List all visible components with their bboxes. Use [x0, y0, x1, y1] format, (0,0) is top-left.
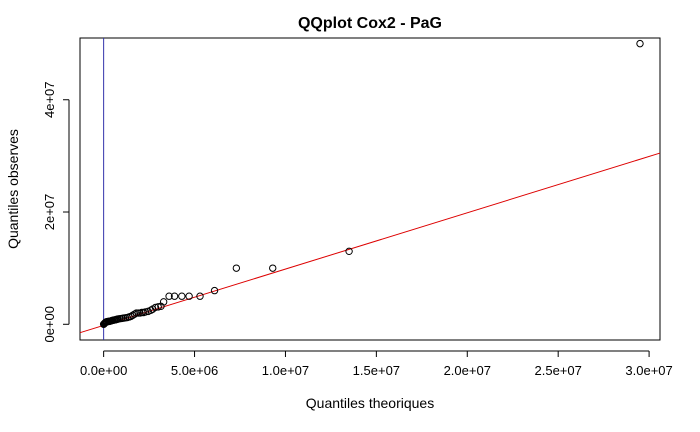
data-point [196, 292, 204, 300]
data-point [232, 264, 241, 272]
data-point [636, 39, 644, 48]
data-point [269, 264, 277, 272]
x-tick-label: 3.0e+07 [625, 363, 672, 378]
data-point [170, 292, 179, 300]
data-points [99, 39, 644, 328]
y-tick-label: 2e+07 [42, 194, 57, 231]
x-axis-label: Quantiles theoriques [306, 395, 434, 411]
x-tick-label: 0.0e+00 [80, 363, 127, 378]
data-point [210, 286, 219, 295]
y-axis: 0e+00 2e+07 4e+07 [42, 81, 70, 343]
data-point [130, 310, 139, 318]
data-point [345, 247, 353, 256]
x-tick-label: 5.0e+06 [171, 363, 218, 378]
x-tick-label: 2.0e+07 [444, 363, 491, 378]
y-tick-label: 0e+00 [42, 306, 57, 343]
reference-lines [79, 38, 661, 340]
data-point [165, 292, 173, 300]
data-point [178, 292, 186, 300]
y-tick-label: 4e+07 [42, 81, 57, 118]
fit-line [79, 152, 661, 334]
data-point [154, 303, 162, 311]
data-point [185, 292, 193, 300]
chart-title: QQplot Cox2 - PaG [298, 15, 442, 32]
x-tick-label: 1.5e+07 [353, 363, 400, 378]
data-point [151, 303, 160, 312]
x-tick-label: 2.5e+07 [535, 363, 582, 378]
data-point [159, 298, 168, 306]
y-axis-label: Quantiles observes [5, 129, 21, 249]
x-axis: 0.0e+00 5.0e+06 1.0e+07 1.5e+07 2.0e+07 2.5e+… [80, 350, 673, 378]
data-point [141, 308, 150, 316]
plot-frame [79, 37, 661, 341]
x-tick-label: 1.0e+07 [262, 363, 309, 378]
data-point [127, 312, 135, 321]
